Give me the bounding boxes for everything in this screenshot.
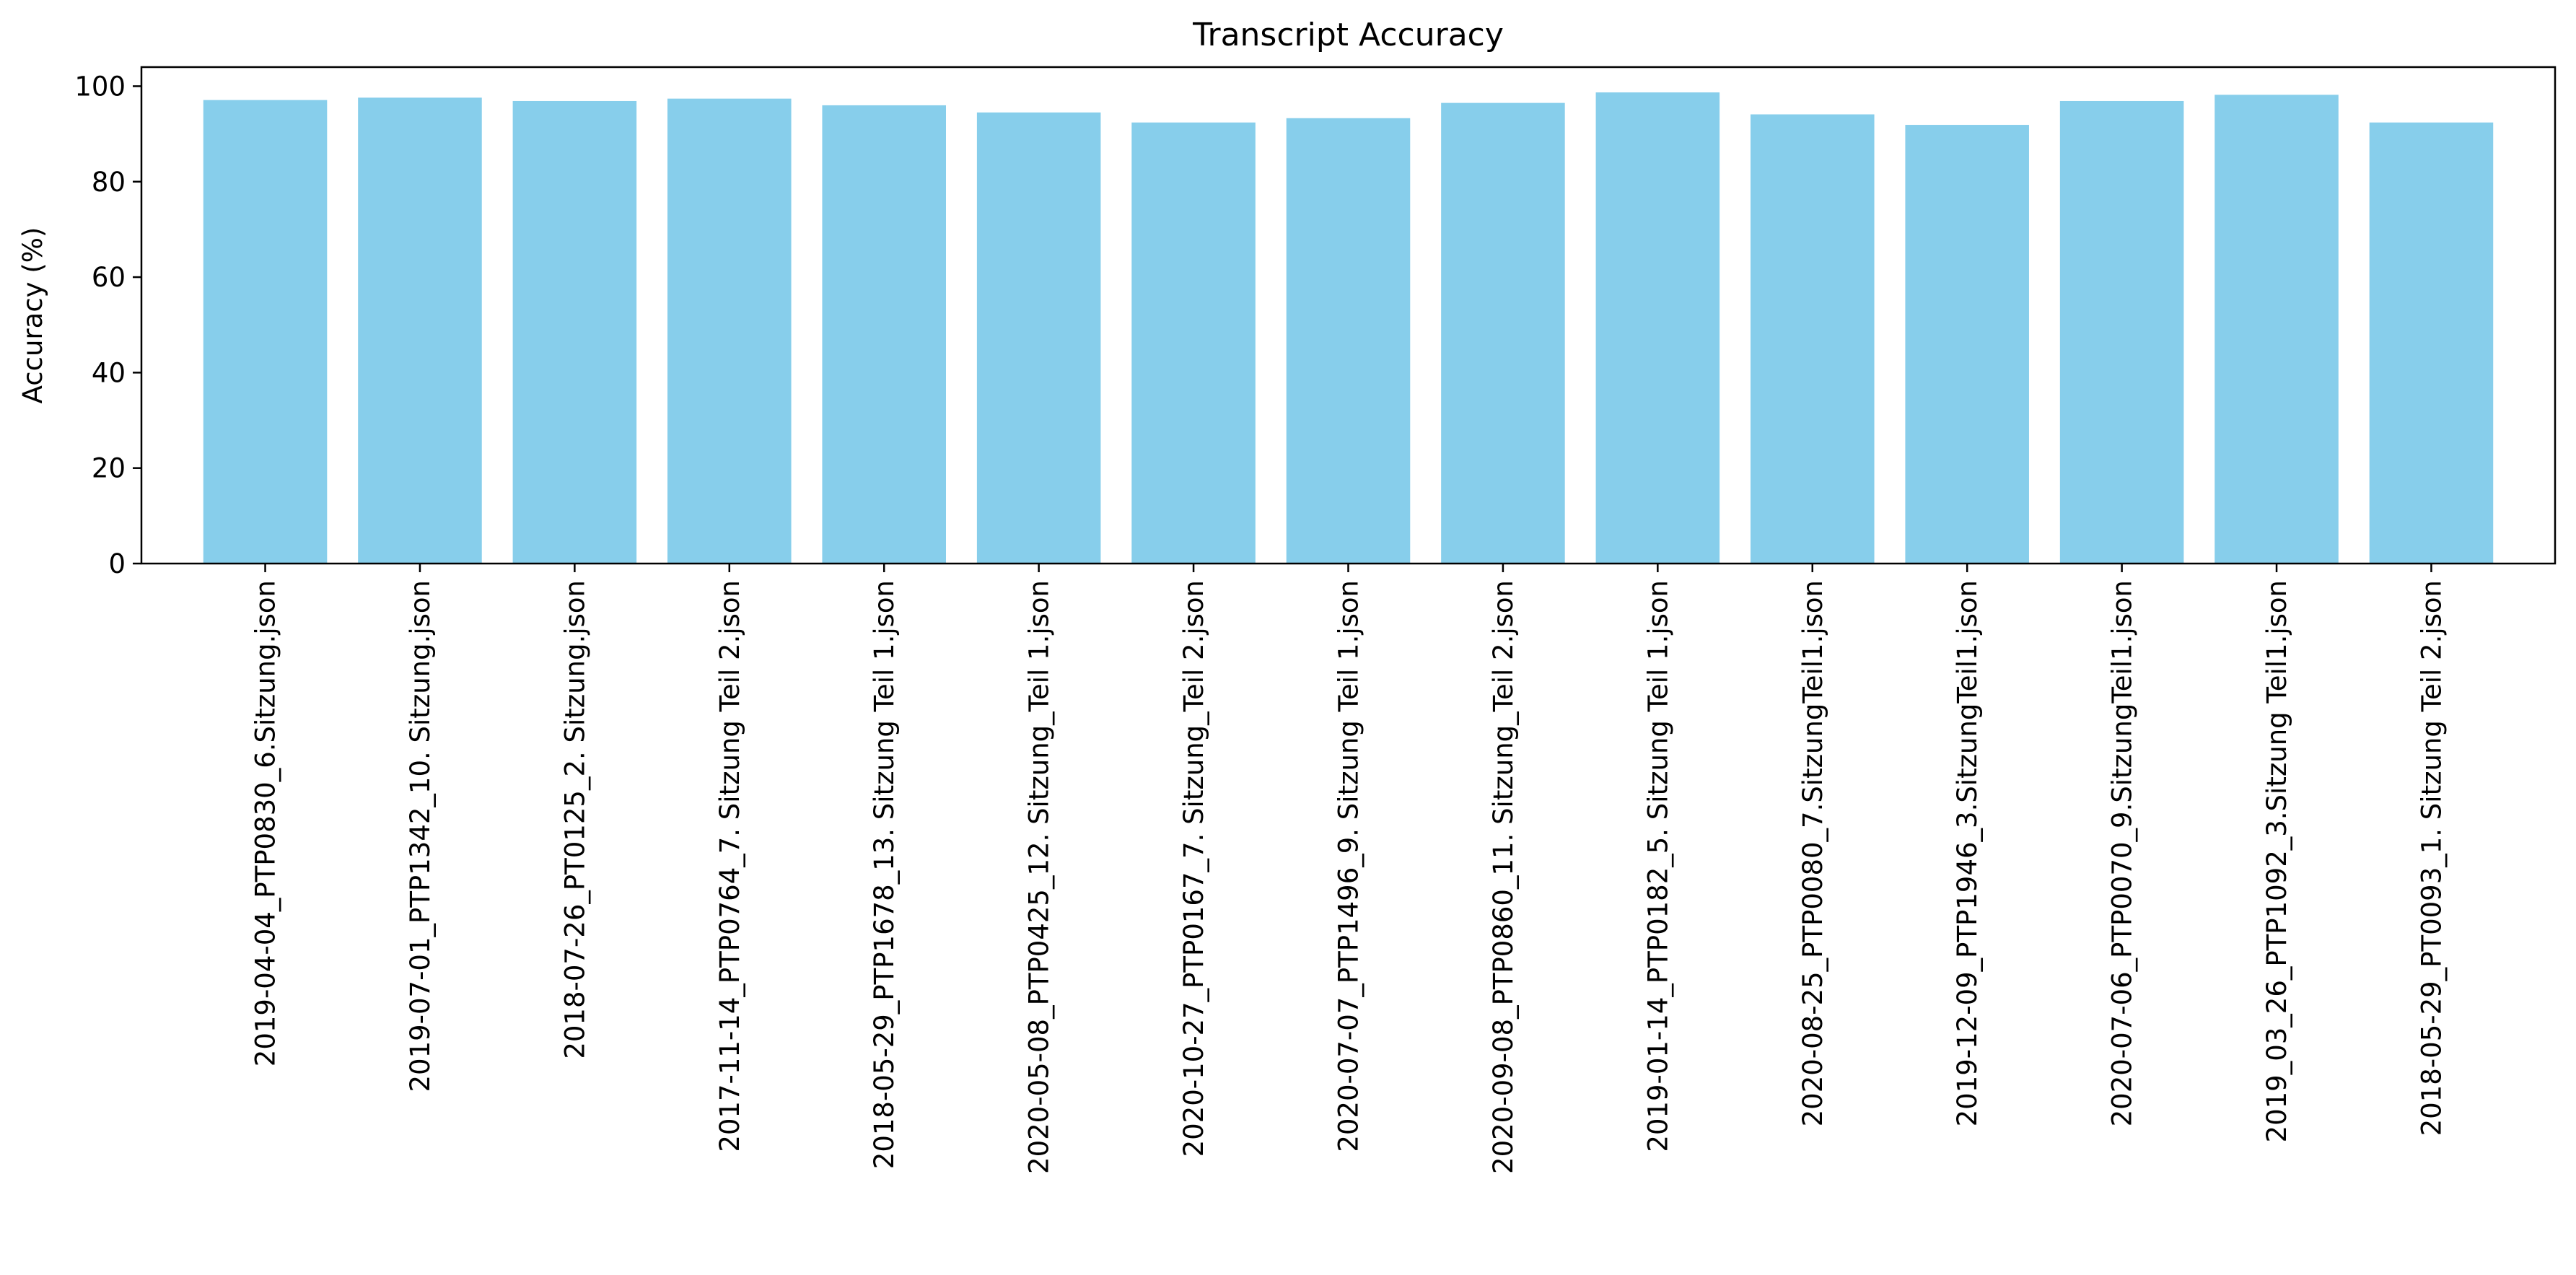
y-tick-label: 60 [92, 262, 126, 293]
y-tick-label: 0 [108, 548, 126, 579]
x-tick-label: 2019-01-14_PTP0182_5. Sitzung Teil 1.jso… [1642, 580, 1673, 1152]
bar-10 [1595, 92, 1720, 564]
bars-layer [203, 92, 2494, 564]
x-tick-label: 2020-09-08_PTP0860_11. Sitzung_Teil 2.js… [1488, 580, 1519, 1174]
x-tick-label: 2018-07-26_PT0125_2. Sitzung.json [559, 580, 590, 1059]
bar-14 [2214, 95, 2339, 564]
chart-title: Transcript Accuracy [1192, 17, 1504, 53]
x-tick-label: 2020-07-06_PTP0070_9.SitzungTeil1.json [2107, 580, 2138, 1126]
x-tick-label: 2019-04-04_PTP0830_6.Sitzung.json [250, 580, 281, 1066]
x-tick-label: 2020-08-25_PTP0080_7.SitzungTeil1.json [1797, 580, 1828, 1126]
x-tick-label: 2018-05-29_PT0093_1. Sitzung Teil 2.json [2416, 580, 2447, 1136]
x-tick-label: 2017-11-14_PTP0764_7. Sitzung Teil 2.jso… [714, 580, 745, 1152]
bar-13 [2059, 100, 2184, 564]
x-tick-label: 2018-05-29_PTP1678_13. Sitzung Teil 1.js… [869, 580, 900, 1169]
bar-3 [512, 100, 637, 564]
bar-11 [1751, 114, 1875, 564]
bar-8 [1286, 118, 1411, 564]
plot-area-frame [140, 66, 2557, 565]
y-tick-label: 80 [92, 167, 126, 198]
bar-2 [358, 97, 482, 564]
bar-1 [203, 100, 328, 564]
bar-5 [822, 105, 946, 564]
x-tick-label: 2019_03_26_PTP1092_3.Sitzung Teil1.json [2261, 580, 2292, 1142]
y-axis-label: Accuracy (%) [17, 227, 48, 404]
y-axis-ticks: 0 20 40 60 80 100 [74, 71, 141, 579]
bar-6 [976, 112, 1101, 564]
x-tick-label: 2019-12-09_PTP1946_3.SitzungTeil1.json [1952, 580, 1983, 1126]
y-tick-label: 100 [74, 71, 126, 102]
x-tick-label: 2020-07-07_PTP1496_9. Sitzung Teil 1.jso… [1333, 580, 1364, 1152]
bar-4 [667, 98, 792, 564]
x-tick-label: 2020-10-27_PTP0167_7. Sitzung_Teil 2.jso… [1178, 580, 1209, 1157]
bar-9 [1441, 102, 1565, 564]
bar-7 [1131, 122, 1256, 564]
x-axis-ticks: 2019-04-04_PTP0830_6.Sitzung.json 2019-07… [250, 564, 2447, 1174]
bar-15 [2369, 122, 2494, 564]
x-tick-label: 2019-07-01_PTP1342_10. Sitzung.json [405, 580, 436, 1092]
bar-12 [1905, 125, 2029, 564]
x-tick-label: 2020-05-08_PTP0425_12. Sitzung_Teil 1.js… [1024, 580, 1055, 1174]
y-tick-label: 40 [92, 357, 126, 388]
y-tick-label: 20 [92, 453, 126, 484]
